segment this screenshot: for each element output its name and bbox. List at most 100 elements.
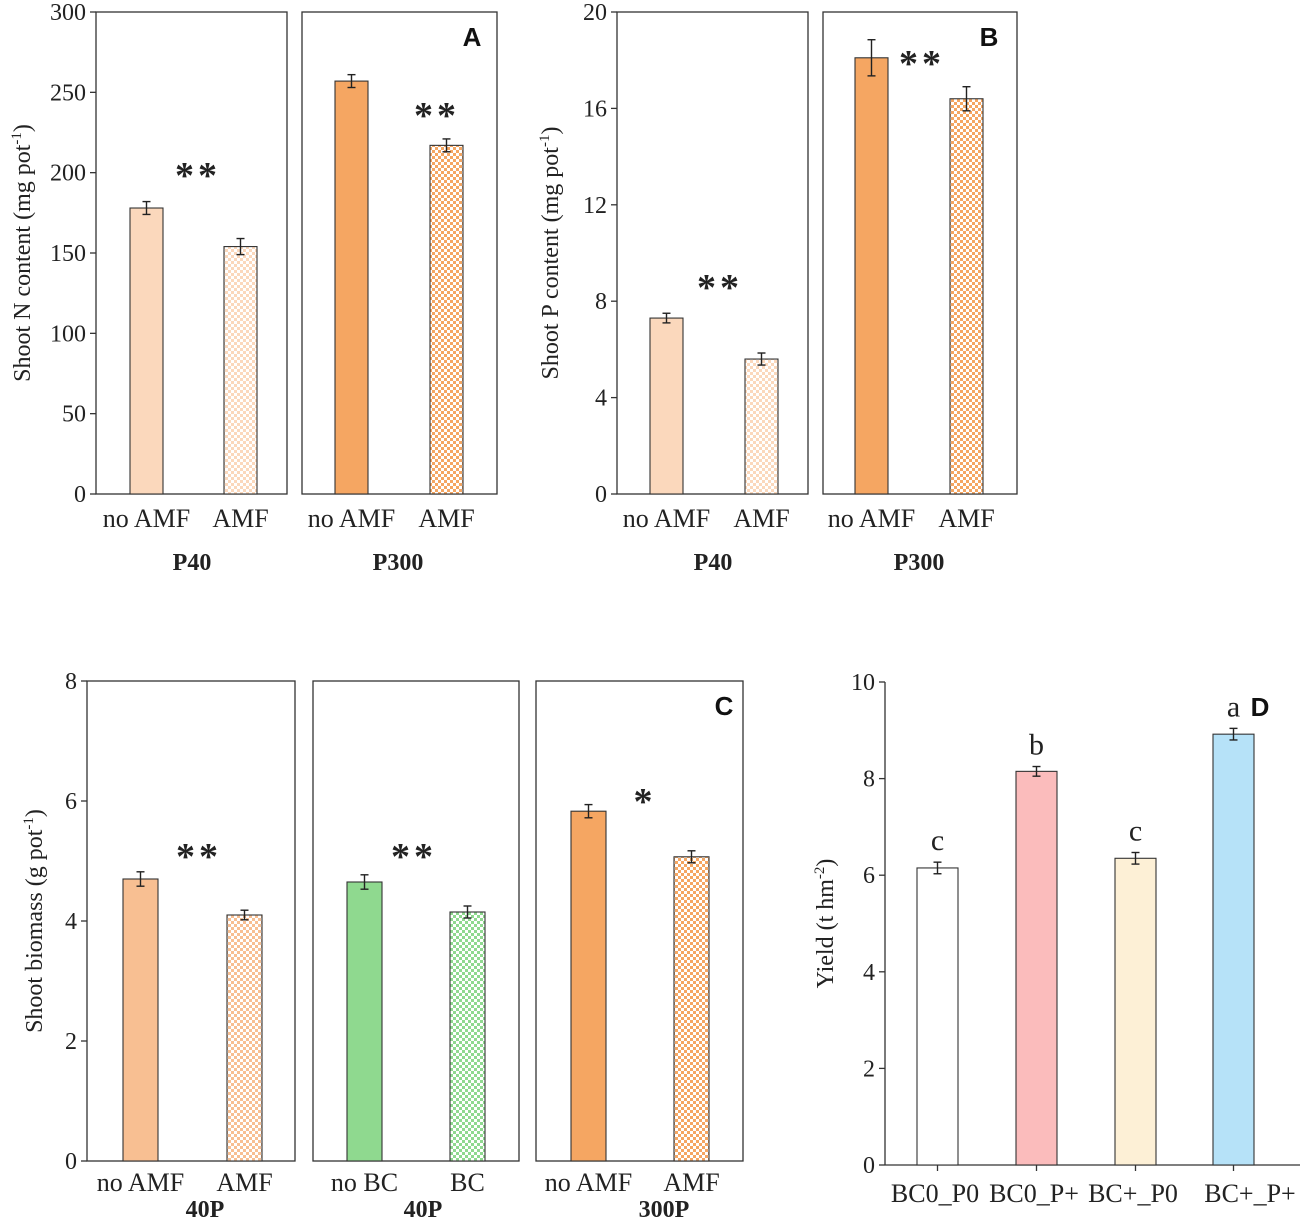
panel-d-y-tick-label: 0 (863, 1153, 875, 1179)
panel-c-subpanel-frame (535, 680, 744, 1162)
panel-a-bar-p40-no-amf (129, 207, 164, 495)
panel-c-bar-300p-no-amf (570, 810, 607, 1162)
panel-a-y-tick-label: 100 (50, 321, 86, 347)
panel-a-bar-p300-no-amf (334, 80, 369, 495)
panel-d-y-tick-label: 6 (863, 863, 875, 889)
panel-d-bar-bc-p (1212, 733, 1255, 1166)
panel-c-category-label: AMF (216, 1168, 272, 1197)
panel-b-panel-letter: B (980, 22, 999, 52)
panel-a-error-bar (142, 200, 151, 216)
panel-b-y-tick-label: 12 (583, 193, 607, 219)
panel-d-category-label: BC+_P0 (1088, 1179, 1178, 1208)
panel-c-y-tick-label: 0 (65, 1149, 77, 1175)
panel-c-error-bar (584, 803, 593, 819)
panel-d-y-tick-label: 10 (851, 670, 875, 696)
panel-c-bar-300p-amf (673, 856, 710, 1162)
panel-b-category-label: no AMF (828, 504, 915, 533)
panel-a-error-bar (236, 237, 245, 256)
panel-d-error-bar (1131, 851, 1140, 865)
panel-a-y-tick-label: 200 (50, 161, 86, 187)
panel-b-group-label: P300 (894, 550, 945, 576)
panel-b-bar-p300-amf (949, 98, 984, 495)
panel-a-shoot-n-content: no AMF AMF ** P40 no AMF AMF ** P300 0 50 100 150 20… (9, 0, 498, 576)
panel-a-y-tick-label: 150 (50, 241, 86, 267)
panel-d-significance-letter: c (931, 824, 944, 857)
panel-c-y-tick-label: 2 (65, 1029, 77, 1055)
panel-a-error-bar (442, 138, 451, 153)
panel-a-y-tick-label: 0 (74, 482, 86, 508)
panel-a-category-label: no AMF (103, 504, 190, 533)
panel-b-category-label: AMF (733, 504, 789, 533)
panel-b-bar-p40-amf (744, 358, 779, 495)
panel-b-shoot-p-content: no AMF AMF ** P40 no AMF AMF ** P300 0 4 8 12 16 20 Sh… (537, 0, 1018, 576)
panel-c-category-label: AMF (663, 1168, 719, 1197)
panel-d-error-bar (1229, 727, 1238, 741)
panel-b-y-tick-label: 8 (595, 289, 607, 315)
panel-a-subpanel-frame (95, 11, 288, 495)
panel-d-significance-letter: b (1029, 729, 1044, 762)
panel-b-subpanel-frame (822, 11, 1018, 495)
panel-d-bar-bc-p0 (1114, 857, 1157, 1166)
panel-b-bar-p40-no-amf (649, 317, 684, 495)
panel-c-category-label: no BC (331, 1168, 398, 1197)
panel-a-error-bar (347, 73, 356, 89)
panel-d-bar-bc0-p0 (916, 867, 959, 1166)
panel-b-category-label: AMF (938, 504, 994, 533)
panel-c-group-label: 300P (639, 1197, 690, 1223)
panel-b-group-label: P40 (694, 550, 733, 576)
panel-c-y-tick-label: 6 (65, 789, 77, 815)
panel-b-y-tick-label: 4 (595, 386, 607, 412)
panel-a-significance-marker: ** (175, 155, 221, 197)
panel-c-y-tick-label: 4 (65, 909, 77, 935)
panel-a-y-tick-label: 250 (50, 80, 86, 106)
panel-b-y-tick-label: 0 (595, 482, 607, 508)
panel-c-error-bar (136, 871, 145, 887)
panel-c-category-label: BC (450, 1168, 485, 1197)
panel-c-bar-40p-no-amf (122, 878, 159, 1162)
panel-c-significance-marker: ** (391, 836, 437, 878)
panel-c-y-tick-label: 8 (65, 669, 77, 695)
panel-c-bar-40p-bc (449, 911, 486, 1162)
panel-b-significance-marker: ** (899, 43, 945, 85)
panel-a-group-label: P300 (373, 550, 424, 576)
panel-c-panel-letter: C (715, 691, 734, 721)
panel-c-bar-40p-amf (226, 914, 263, 1162)
panel-c-subpanel-frame (86, 680, 296, 1162)
panel-c-error-bar (463, 905, 472, 919)
panel-a-category-label: AMF (212, 504, 268, 533)
panel-d-significance-letter: a (1227, 690, 1240, 723)
panel-c-category-label: no AMF (97, 1168, 184, 1197)
panel-b-subpanel-frame (616, 11, 809, 495)
panel-d-category-label: BC0_P0 (891, 1179, 979, 1208)
panel-c-error-bar (240, 909, 249, 921)
panel-a-category-label: no AMF (308, 504, 395, 533)
panel-d-error-bar (1032, 765, 1041, 777)
panel-b-error-bar (757, 352, 766, 366)
panel-a-bar-p300-amf (429, 144, 464, 495)
panel-a-y-tick-label: 300 (50, 0, 86, 26)
panel-c-y-axis-label: Shoot biomass (g pot-1) (21, 809, 48, 1033)
panel-a-subpanel-frame (301, 11, 498, 495)
panel-d-category-label: BC0_P+ (989, 1179, 1079, 1208)
panel-b-error-bar (962, 86, 971, 112)
panel-a-group-label: P40 (173, 550, 212, 576)
panel-a-category-label: AMF (418, 504, 474, 533)
panel-c-group-label: 40P (186, 1197, 225, 1223)
panel-a-y-axis-label: Shoot N content (mg pot-1) (9, 124, 36, 382)
panel-d-y-tick-label: 4 (863, 960, 875, 986)
panel-d-category-label: BC+_P+ (1204, 1179, 1295, 1208)
panel-a-significance-marker: ** (414, 95, 460, 137)
panel-c-group-label: 40P (404, 1197, 443, 1223)
panel-c-error-bar (360, 874, 369, 890)
panel-d-y-axis-label: Yield (t hm-2) (812, 859, 839, 989)
panel-b-bar-p300-no-amf (854, 57, 889, 495)
panel-d-error-bar (933, 861, 942, 875)
panel-c-bar-40p-no-bc (346, 881, 383, 1162)
panel-a-panel-letter: A (463, 22, 482, 52)
panel-b-y-tick-label: 20 (583, 0, 607, 26)
panel-c-subpanel-frame (312, 680, 520, 1162)
panel-b-y-axis-label: Shoot P content (mg pot-1) (537, 127, 564, 380)
panel-b-category-label: no AMF (623, 504, 710, 533)
